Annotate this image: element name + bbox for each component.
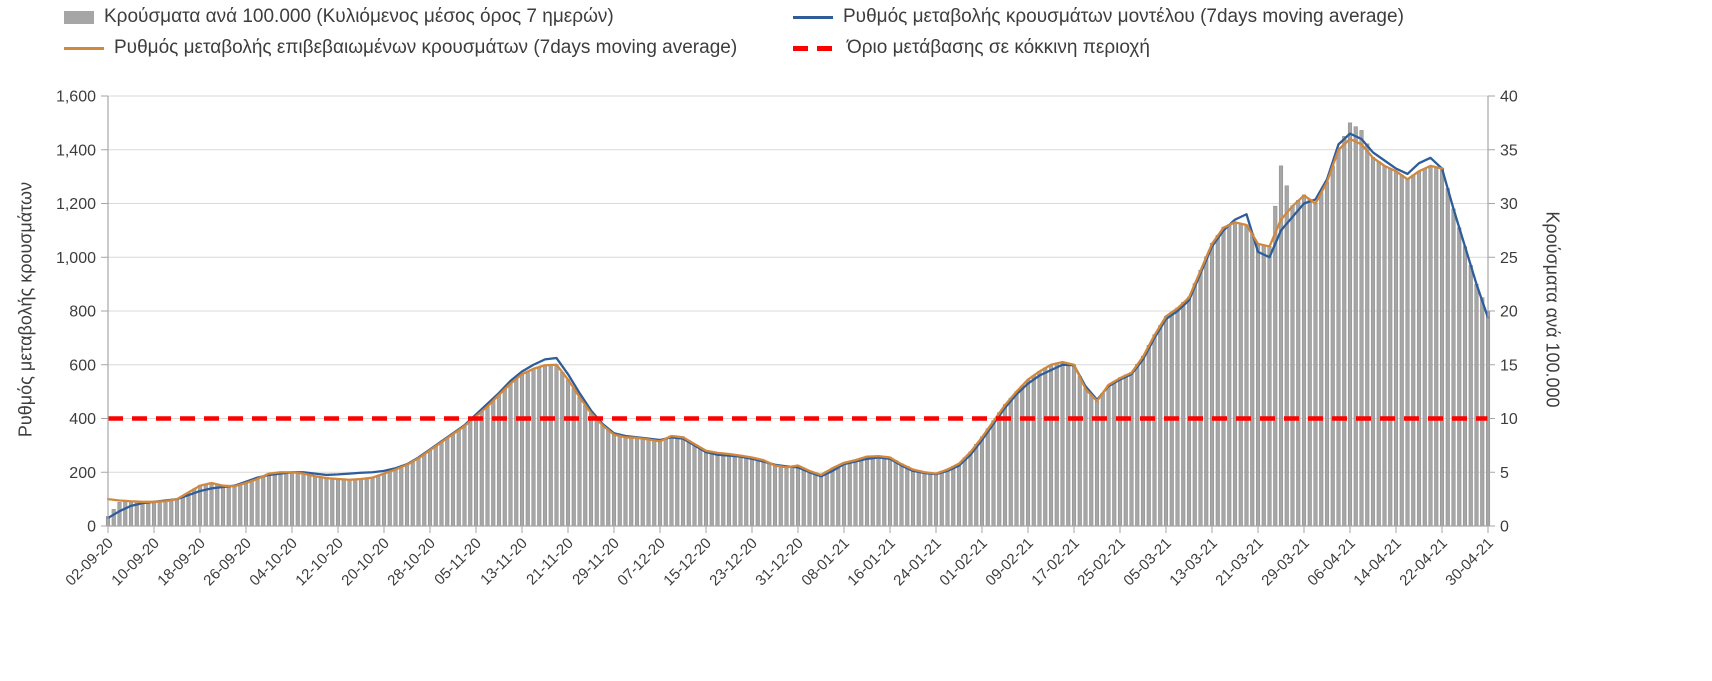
legend-item-bars: Κρούσματα ανά 100.000 (Κυλιόμενος μέσος …: [64, 6, 614, 28]
svg-text:01-02-21: 01-02-21: [936, 535, 990, 589]
svg-text:30-04-21: 30-04-21: [1442, 535, 1496, 589]
svg-text:26-09-20: 26-09-20: [200, 535, 254, 589]
svg-text:22-04-21: 22-04-21: [1396, 535, 1450, 589]
svg-text:0: 0: [87, 519, 96, 536]
x-axis-ticks: 02-09-2010-09-2018-09-2026-09-2004-10-20…: [62, 526, 1497, 589]
legend-row-1: Κρούσματα ανά 100.000 (Κυλιόμενος μέσος …: [0, 6, 1712, 37]
svg-text:29-03-21: 29-03-21: [1258, 535, 1312, 589]
bars-legend-swatch-icon: [64, 10, 94, 24]
svg-text:31-12-20: 31-12-20: [752, 535, 806, 589]
svg-text:23-12-20: 23-12-20: [706, 535, 760, 589]
svg-text:200: 200: [69, 465, 96, 482]
legend-row-2: Ρυθμός μεταβολής επιβεβαιωμένων κρουσμάτ…: [0, 37, 1712, 68]
model-line-legend-swatch-icon: [793, 15, 833, 19]
svg-text:05-11-20: 05-11-20: [431, 535, 485, 589]
legend-item-model-line: Ρυθμός μεταβολής κρουσμάτων μοντέλου (7d…: [793, 6, 1404, 28]
left-axis-ticks: 0 200 400 600 800 1,000 1,200 1,400 1,600: [56, 89, 108, 536]
svg-text:30: 30: [1500, 196, 1518, 213]
svg-text:07-12-20: 07-12-20: [614, 535, 668, 589]
svg-text:02-09-20: 02-09-20: [62, 535, 116, 589]
svg-text:28-10-20: 28-10-20: [384, 535, 438, 589]
legend-item-confirmed-line: Ρυθμός μεταβολής επιβεβαιωμένων κρουσμάτ…: [64, 37, 737, 59]
legend-label-bars: Κρούσματα ανά 100.000 (Κυλιόμενος μέσος …: [104, 6, 614, 27]
svg-text:12-10-20: 12-10-20: [292, 535, 346, 589]
svg-text:20: 20: [1500, 304, 1518, 321]
legend-label-model-line: Ρυθμός μεταβολής κρουσμάτων μοντέλου (7d…: [843, 6, 1404, 27]
svg-text:5: 5: [1500, 465, 1509, 482]
svg-text:06-04-21: 06-04-21: [1304, 535, 1358, 589]
svg-text:20-10-20: 20-10-20: [338, 535, 392, 589]
svg-text:800: 800: [69, 304, 96, 321]
svg-text:1,000: 1,000: [56, 250, 96, 267]
svg-text:14-04-21: 14-04-21: [1350, 535, 1404, 589]
chart-legend: Κρούσματα ανά 100.000 (Κυλιόμενος μέσος …: [0, 6, 1712, 68]
model-line: [106, 132, 1490, 520]
svg-text:25: 25: [1500, 250, 1518, 267]
svg-text:18-09-20: 18-09-20: [154, 535, 208, 589]
legend-label-confirmed-line: Ρυθμός μεταβολής επιβεβαιωμένων κρουσμάτ…: [114, 37, 738, 58]
svg-text:1,600: 1,600: [56, 89, 96, 106]
svg-text:17-02-21: 17-02-21: [1028, 535, 1082, 589]
svg-text:05-03-21: 05-03-21: [1120, 535, 1174, 589]
svg-text:0: 0: [1500, 519, 1509, 536]
svg-text:1,400: 1,400: [56, 142, 96, 159]
svg-text:21-03-21: 21-03-21: [1212, 535, 1266, 589]
svg-text:400: 400: [69, 411, 96, 428]
svg-text:600: 600: [69, 357, 96, 374]
legend-item-threshold: Όριο μετάβασης σε κόκκινη περιοχή: [793, 37, 1150, 59]
svg-text:1,200: 1,200: [56, 196, 96, 213]
svg-text:15-12-20: 15-12-20: [660, 535, 714, 589]
chart-canvas: 0 200 400 600 800 1,000 1,200 1,400 1,600 0 5 10 15 2…: [56, 89, 1518, 590]
svg-text:13-03-21: 13-03-21: [1166, 535, 1220, 589]
svg-text:09-02-21: 09-02-21: [982, 535, 1036, 589]
svg-text:04-10-20: 04-10-20: [246, 535, 300, 589]
svg-text:10-09-20: 10-09-20: [108, 535, 162, 589]
legend-label-threshold: Όριο μετάβασης σε κόκκινη περιοχή: [847, 37, 1150, 58]
right-axis-ticks: 0 5 10 15 20 25 30 35 40: [1488, 89, 1518, 536]
svg-text:35: 35: [1500, 142, 1518, 159]
svg-text:16-01-21: 16-01-21: [844, 535, 898, 589]
svg-text:29-11-20: 29-11-20: [569, 535, 623, 589]
svg-text:10: 10: [1500, 411, 1518, 428]
confirmed-line: [106, 137, 1444, 503]
svg-text:15: 15: [1500, 357, 1518, 374]
svg-text:25-02-21: 25-02-21: [1074, 535, 1128, 589]
threshold-legend-swatch-icon: [793, 45, 837, 51]
confirmed-line-legend-swatch-icon: [64, 46, 104, 50]
svg-text:13-11-20: 13-11-20: [477, 535, 531, 589]
svg-text:40: 40: [1500, 89, 1518, 106]
svg-text:08-01-21: 08-01-21: [798, 535, 852, 589]
svg-text:21-11-20: 21-11-20: [523, 535, 577, 589]
svg-text:24-01-21: 24-01-21: [890, 535, 944, 589]
